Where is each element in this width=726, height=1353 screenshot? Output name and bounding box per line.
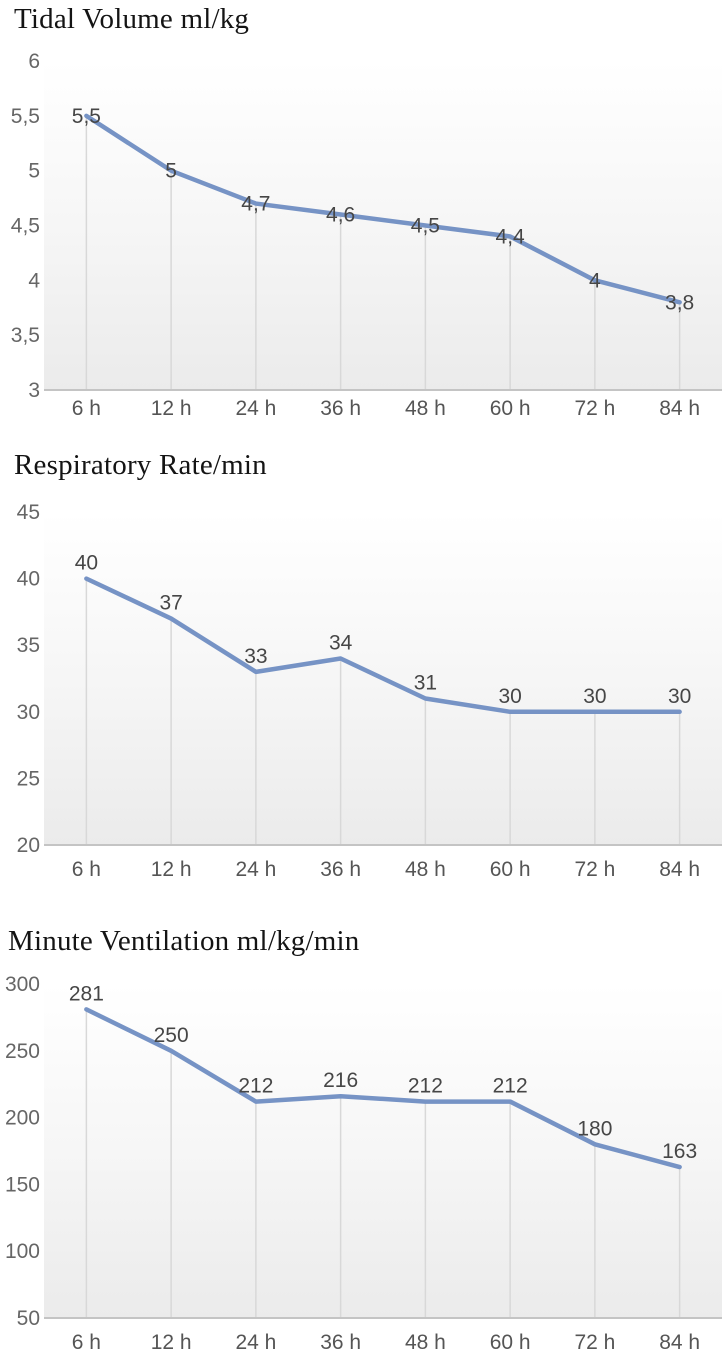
y-tick-label: 100 (5, 1240, 40, 1263)
data-label: 4,7 (241, 193, 270, 216)
y-tick-label: 150 (5, 1173, 40, 1196)
chart-title-tidal-volume: Tidal Volume ml/kg (14, 3, 250, 35)
x-tick-label: 72 h (574, 397, 615, 420)
x-tick-label: 12 h (151, 858, 192, 881)
data-label: 250 (154, 1024, 189, 1047)
y-tick-label: 4 (28, 269, 40, 292)
plot-area-chart-3 (44, 984, 722, 1318)
y-tick-label: 6 (28, 50, 40, 73)
data-label: 281 (69, 982, 104, 1005)
data-label: 180 (577, 1117, 612, 1140)
y-tick-label: 4,5 (11, 215, 40, 238)
x-tick-label: 48 h (405, 858, 446, 881)
data-label: 5,5 (72, 105, 101, 128)
x-tick-label: 6 h (72, 397, 101, 420)
data-label: 4,5 (411, 215, 440, 238)
data-label: 4 (589, 269, 601, 292)
y-tick-label: 20 (17, 834, 40, 857)
y-tick-label: 35 (17, 634, 40, 657)
series-line (84, 1007, 682, 1170)
x-tick-label: 60 h (490, 397, 531, 420)
x-tick-label: 36 h (320, 858, 361, 881)
chart-title-minute-ventilation: Minute Ventilation ml/kg/min (8, 925, 360, 957)
data-label: 212 (493, 1075, 528, 1098)
data-label: 216 (323, 1069, 358, 1092)
y-tick-label: 3,5 (11, 324, 40, 347)
y-tick-label: 300 (5, 973, 40, 996)
x-tick-label: 72 h (574, 1331, 615, 1353)
x-tick-label: 36 h (320, 1331, 361, 1353)
series-line (84, 113, 682, 305)
y-tick-label: 30 (17, 701, 40, 724)
data-label: 3,8 (665, 291, 694, 314)
data-label: 31 (414, 671, 437, 694)
data-label: 4,4 (496, 225, 526, 248)
x-tick-label: 84 h (659, 858, 700, 881)
data-label: 163 (662, 1140, 697, 1163)
y-tick-label: 45 (17, 501, 40, 524)
y-tick-label: 3 (28, 379, 40, 402)
x-tick-label: 6 h (72, 1331, 101, 1353)
y-tick-label: 250 (5, 1040, 40, 1063)
x-tick-label: 12 h (151, 397, 192, 420)
data-label: 212 (408, 1075, 443, 1098)
series-line (84, 576, 682, 715)
plot-area-chart-1 (44, 61, 722, 390)
x-tick-label: 24 h (235, 1331, 276, 1353)
x-tick-label: 12 h (151, 1331, 192, 1353)
chart-title-respiratory-rate: Respiratory Rate/min (14, 449, 267, 481)
data-label: 30 (583, 685, 606, 708)
data-label: 212 (238, 1075, 273, 1098)
x-tick-label: 84 h (659, 397, 700, 420)
y-tick-label: 5,5 (11, 105, 40, 128)
data-label: 5 (165, 160, 177, 183)
x-tick-label: 84 h (659, 1331, 700, 1353)
y-tick-label: 5 (28, 160, 40, 183)
x-tick-label: 36 h (320, 397, 361, 420)
y-tick-label: 25 (17, 767, 40, 790)
x-tick-label: 72 h (574, 858, 615, 881)
x-tick-label: 48 h (405, 1331, 446, 1353)
x-tick-label: 60 h (490, 858, 531, 881)
x-tick-label: 24 h (235, 397, 276, 420)
data-label: 33 (244, 645, 267, 668)
y-tick-label: 200 (5, 1107, 40, 1130)
y-tick-label: 40 (17, 568, 40, 591)
data-label: 37 (159, 592, 182, 615)
x-tick-label: 60 h (490, 1331, 531, 1353)
data-label: 40 (75, 552, 98, 575)
x-tick-label: 6 h (72, 858, 101, 881)
y-tick-label: 50 (17, 1307, 40, 1330)
data-label: 4,6 (326, 204, 355, 227)
data-label: 30 (668, 685, 691, 708)
data-label: 30 (498, 685, 521, 708)
x-tick-label: 48 h (405, 397, 446, 420)
data-label: 34 (329, 632, 353, 655)
x-tick-label: 24 h (235, 858, 276, 881)
